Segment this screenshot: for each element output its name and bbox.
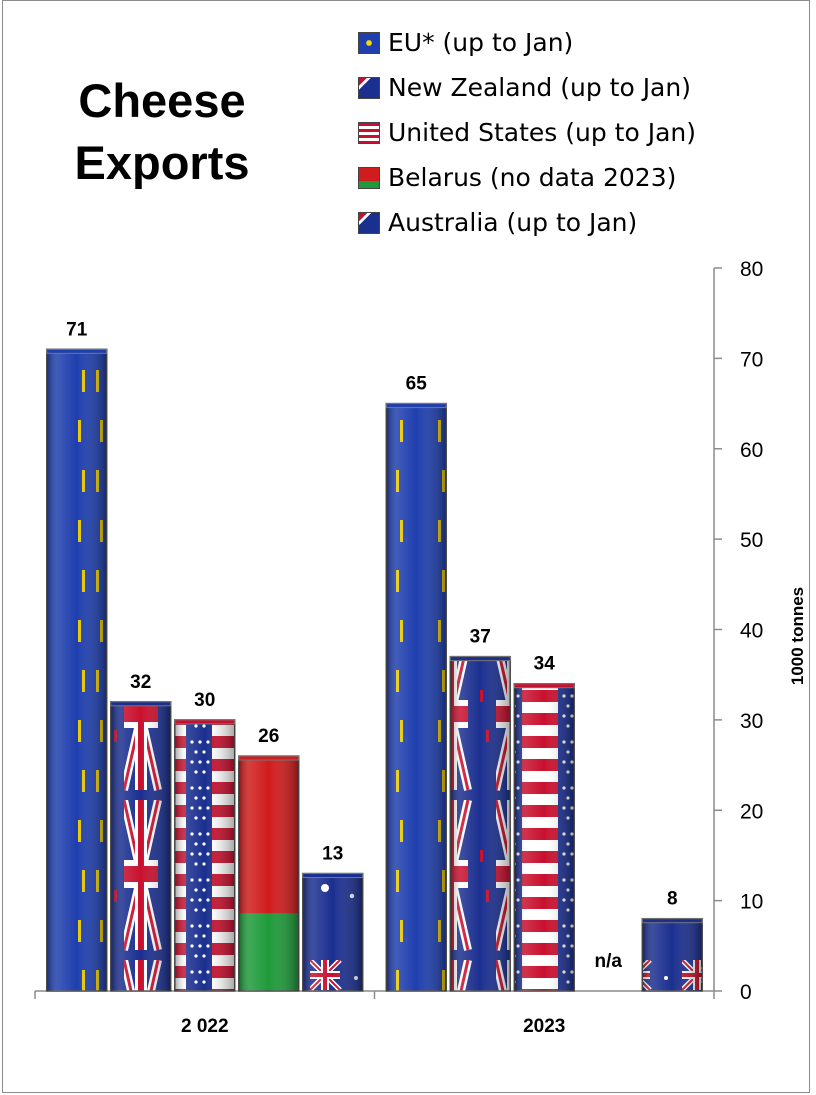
bar-shading bbox=[450, 656, 511, 991]
legend-label-nz: New Zealand (up to Jan) bbox=[388, 73, 691, 102]
data-label-na: n/a bbox=[595, 951, 623, 972]
y-tick-label: 80 bbox=[740, 258, 763, 281]
y-tick-label: 40 bbox=[740, 620, 763, 643]
x-category-label: 2 022 bbox=[181, 1016, 229, 1037]
legend-item-eu: EU* (up to Jan) bbox=[358, 20, 696, 65]
y-tick-label: 60 bbox=[740, 439, 763, 462]
bar-top-cap bbox=[513, 683, 575, 689]
bar-shading bbox=[386, 403, 447, 991]
y-tick-label: 70 bbox=[740, 348, 763, 371]
data-label: 30 bbox=[194, 690, 215, 711]
eu-flag-swatch-icon bbox=[358, 31, 380, 54]
bar-top-cap bbox=[110, 701, 172, 707]
data-label: 65 bbox=[406, 374, 428, 395]
belarus-flag-swatch-icon bbox=[358, 166, 380, 189]
y-tick-label: 10 bbox=[740, 891, 763, 914]
y-tick-label: 0 bbox=[740, 981, 752, 1004]
y-tick-label: 30 bbox=[740, 710, 763, 733]
bar-top-cap bbox=[641, 918, 703, 924]
legend-item-nz: New Zealand (up to Jan) bbox=[358, 65, 696, 110]
chart-title-line-2: Exports bbox=[74, 136, 250, 189]
data-label: 13 bbox=[322, 844, 343, 865]
bar-top-cap bbox=[385, 403, 447, 409]
data-label: 37 bbox=[470, 627, 491, 648]
legend-item-australia: Australia (up to Jan) bbox=[358, 200, 696, 245]
legend-label-belarus: Belarus (no data 2023) bbox=[388, 163, 677, 192]
bar-top-cap bbox=[302, 873, 364, 879]
bar-top-cap bbox=[174, 719, 236, 725]
legend-item-belarus: Belarus (no data 2023) bbox=[358, 155, 696, 200]
chart-title: Cheese Exports bbox=[52, 70, 272, 194]
x-category-label: 2023 bbox=[523, 1016, 565, 1037]
y-tick-label: 20 bbox=[740, 800, 763, 823]
data-label: 34 bbox=[534, 654, 556, 675]
data-label: 32 bbox=[130, 672, 151, 693]
bar-top-cap bbox=[238, 755, 300, 761]
y-tick-label: 50 bbox=[740, 529, 763, 552]
data-label: 8 bbox=[667, 889, 678, 910]
legend: EU* (up to Jan) New Zealand (up to Jan) … bbox=[358, 20, 696, 245]
bar-shading bbox=[642, 918, 703, 991]
bar-shading bbox=[302, 873, 363, 991]
us-flag-swatch-icon bbox=[358, 121, 380, 144]
bar-top-cap bbox=[449, 656, 511, 662]
bar-shading bbox=[110, 701, 171, 991]
legend-label-us: United States (up to Jan) bbox=[388, 118, 696, 147]
bar-top-cap bbox=[46, 348, 108, 354]
bar-shading bbox=[514, 683, 575, 991]
bar-shading bbox=[238, 756, 299, 991]
nz-flag-swatch-icon bbox=[358, 76, 380, 99]
data-label: 71 bbox=[66, 319, 88, 340]
legend-label-australia: Australia (up to Jan) bbox=[388, 208, 638, 237]
legend-label-eu: EU* (up to Jan) bbox=[388, 28, 574, 57]
data-label: 26 bbox=[258, 726, 279, 747]
bar-shading bbox=[174, 719, 235, 991]
legend-item-us: United States (up to Jan) bbox=[358, 110, 696, 155]
bar-shading bbox=[46, 349, 107, 991]
y-axis-title: 1000 tonnes bbox=[788, 587, 807, 685]
chart-title-line-1: Cheese bbox=[78, 74, 246, 127]
australia-flag-swatch-icon bbox=[358, 211, 380, 234]
